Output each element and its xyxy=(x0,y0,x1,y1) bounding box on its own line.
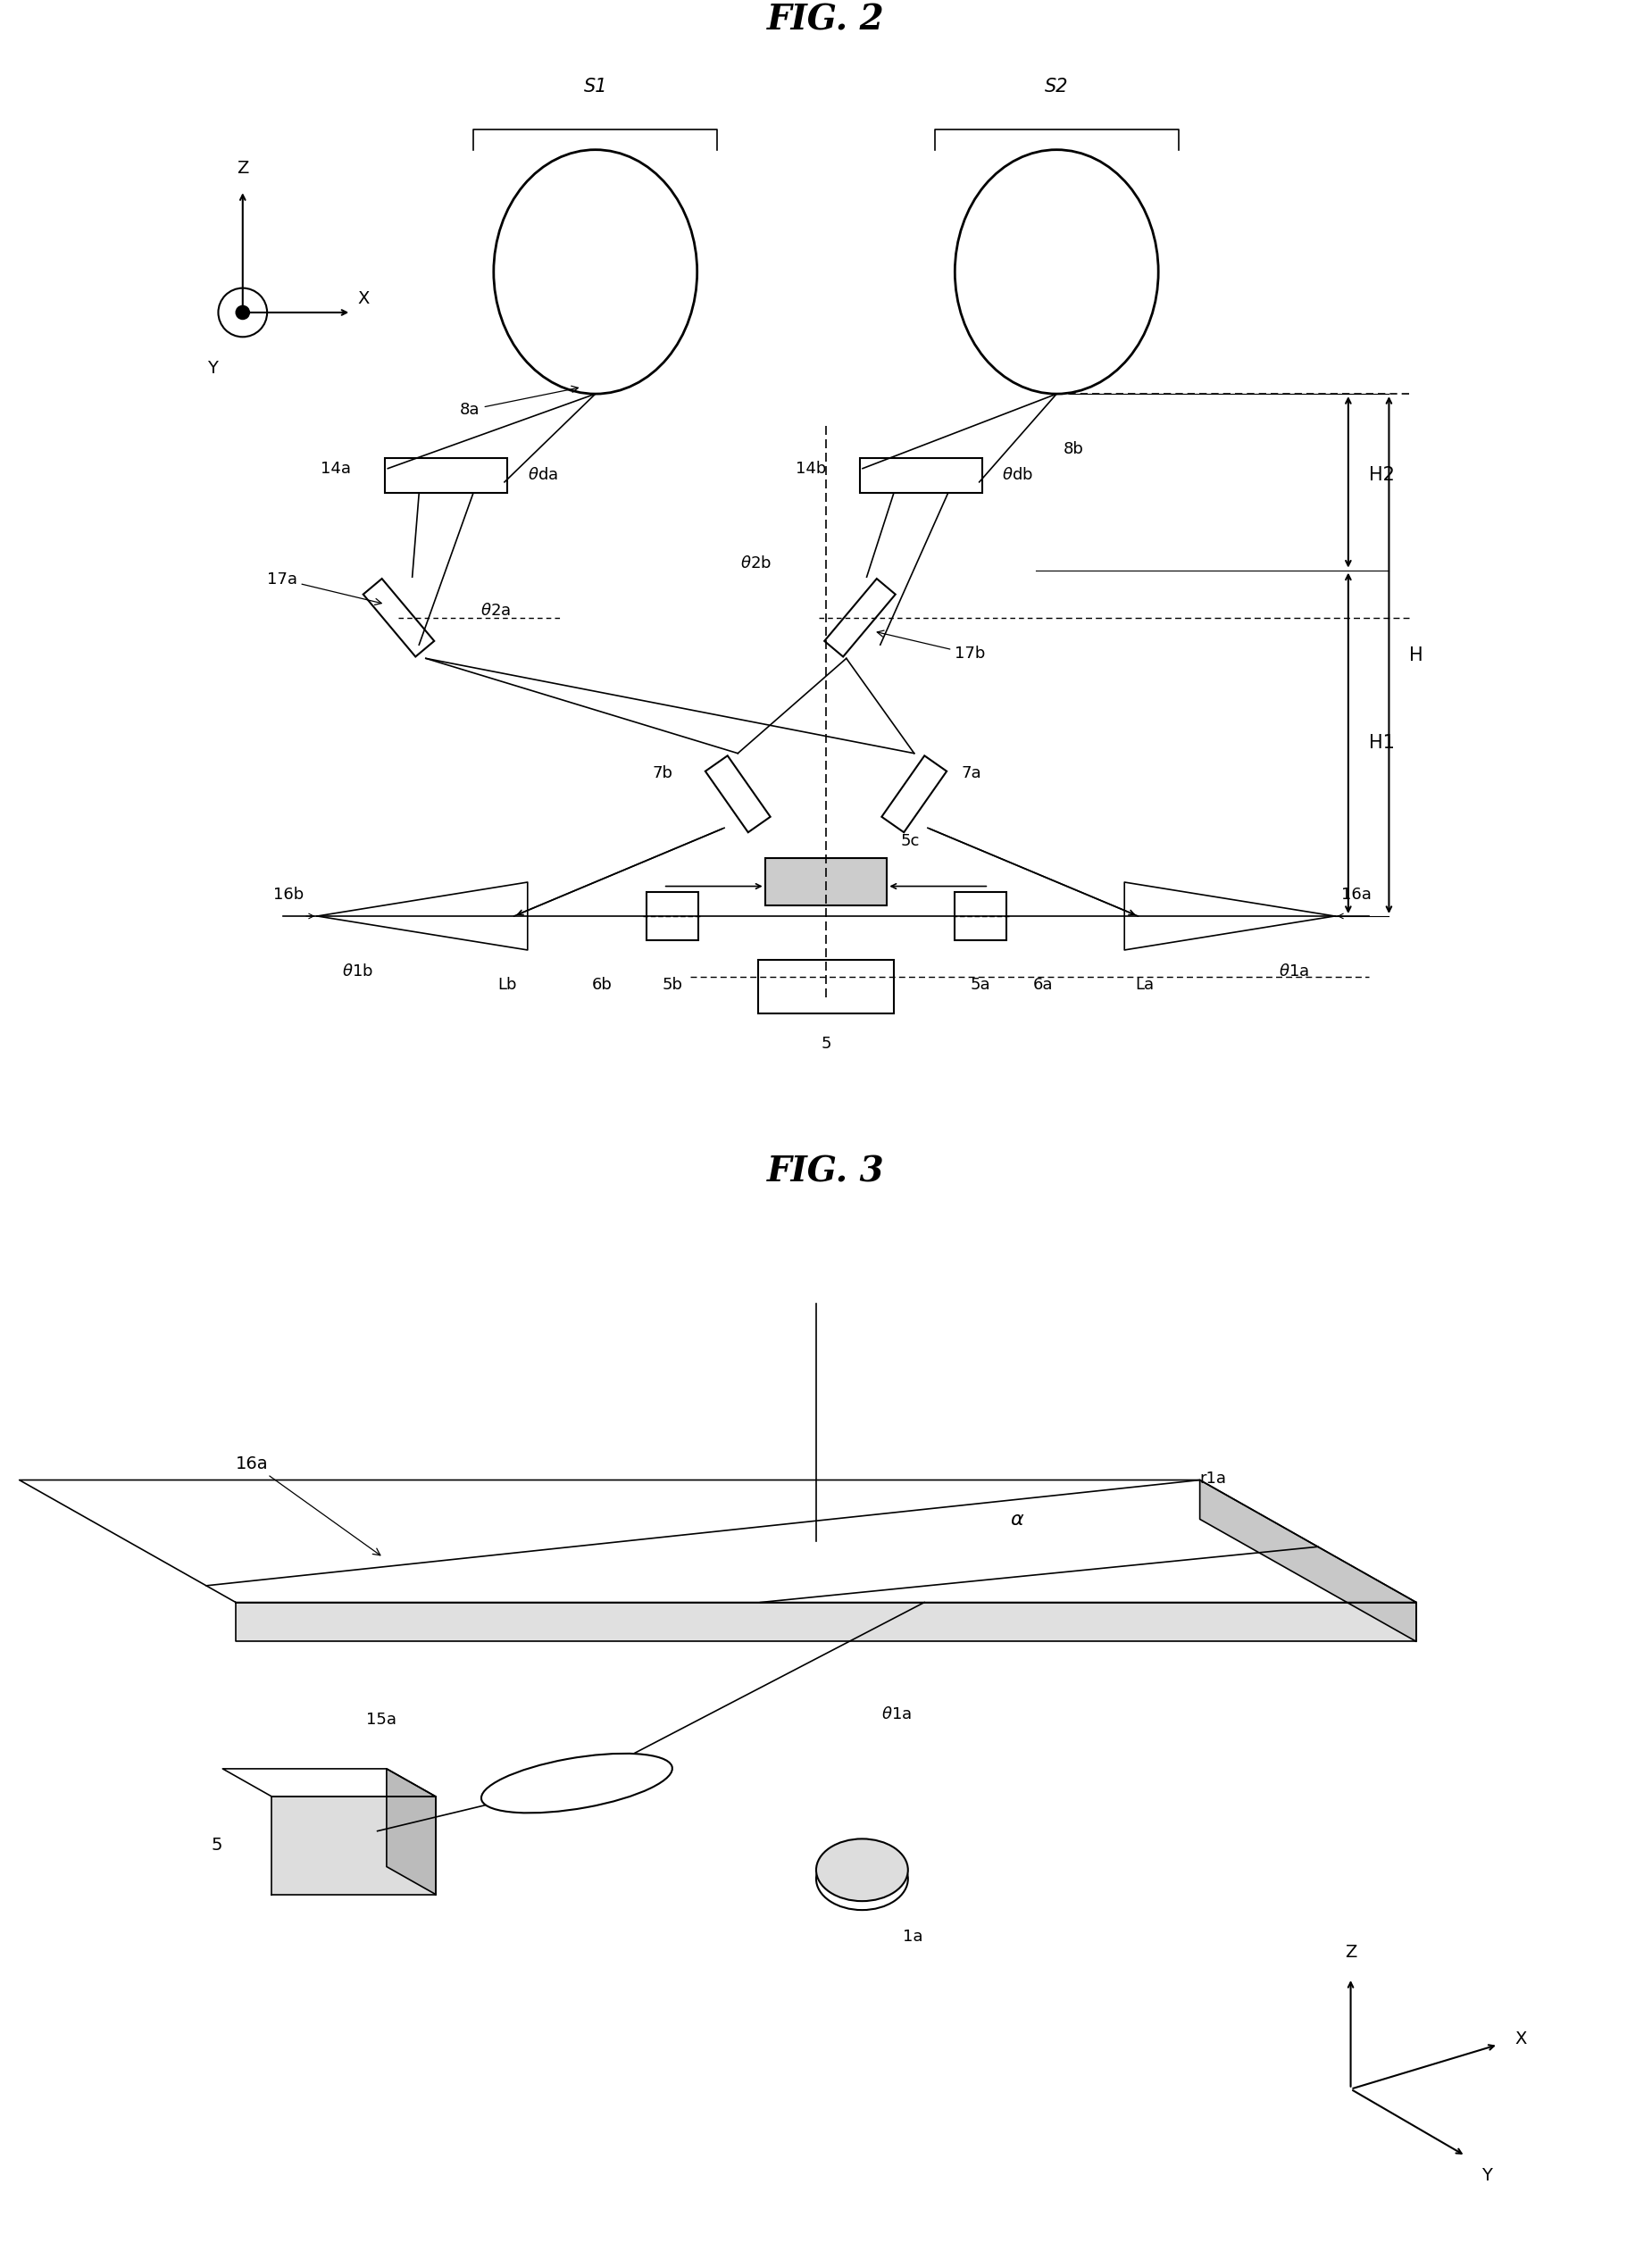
Text: Z: Z xyxy=(236,160,249,178)
Polygon shape xyxy=(882,756,947,833)
Text: $\theta$1b: $\theta$1b xyxy=(342,963,373,979)
Text: FIG. 2: FIG. 2 xyxy=(767,2,885,36)
Text: H: H xyxy=(1409,646,1424,664)
Text: 5: 5 xyxy=(821,1035,831,1051)
Text: $\theta$1a: $\theta$1a xyxy=(1279,963,1308,979)
Text: 14a: 14a xyxy=(320,461,352,477)
Bar xyxy=(861,457,981,493)
Ellipse shape xyxy=(481,1754,672,1812)
Text: 1a: 1a xyxy=(904,1929,923,1945)
Polygon shape xyxy=(387,1769,436,1895)
Text: Y: Y xyxy=(1482,2168,1492,2183)
Text: X: X xyxy=(1515,2030,1526,2048)
Text: $\alpha$: $\alpha$ xyxy=(1009,1510,1024,1528)
Text: 5: 5 xyxy=(211,1837,223,1855)
Text: 16a: 16a xyxy=(236,1454,380,1555)
Circle shape xyxy=(236,306,249,320)
Text: H2: H2 xyxy=(1368,466,1394,484)
Text: 17a: 17a xyxy=(266,572,382,606)
Polygon shape xyxy=(236,1603,1416,1641)
Circle shape xyxy=(816,1839,909,1902)
Text: $\theta$2a: $\theta$2a xyxy=(481,603,510,619)
Text: Y: Y xyxy=(208,360,218,376)
Text: 6b: 6b xyxy=(591,977,613,993)
Polygon shape xyxy=(705,756,770,833)
Text: S1: S1 xyxy=(583,77,608,95)
Text: 5c: 5c xyxy=(900,833,920,849)
Text: $\theta$2b: $\theta$2b xyxy=(740,556,771,572)
Text: 8b: 8b xyxy=(1064,441,1084,457)
Text: 16a: 16a xyxy=(1341,887,1371,903)
Text: X: X xyxy=(358,290,370,308)
Text: Lb: Lb xyxy=(497,977,517,993)
Polygon shape xyxy=(223,1769,436,1796)
Text: $\theta$da: $\theta$da xyxy=(527,468,558,484)
Text: 5a: 5a xyxy=(970,977,991,993)
Text: 8a: 8a xyxy=(459,385,578,419)
Text: La: La xyxy=(1135,977,1155,993)
FancyBboxPatch shape xyxy=(765,858,887,905)
Text: 7a: 7a xyxy=(961,765,981,781)
Text: 6a: 6a xyxy=(1032,977,1052,993)
Circle shape xyxy=(816,1848,909,1911)
Text: 16b: 16b xyxy=(273,887,304,903)
Bar xyxy=(955,891,1006,941)
Polygon shape xyxy=(363,579,434,657)
Bar xyxy=(648,891,699,941)
Polygon shape xyxy=(1199,1479,1416,1641)
Text: 17b: 17b xyxy=(877,630,986,662)
Polygon shape xyxy=(824,579,895,657)
Polygon shape xyxy=(1125,882,1335,950)
Text: FIG. 3: FIG. 3 xyxy=(767,1155,885,1189)
Text: 7b: 7b xyxy=(653,765,672,781)
Text: H1: H1 xyxy=(1368,734,1394,752)
Text: r1a: r1a xyxy=(1199,1470,1227,1488)
Bar xyxy=(385,457,507,493)
Text: Z: Z xyxy=(1345,1945,1356,1961)
Polygon shape xyxy=(273,1796,436,1895)
Text: $\theta$1a: $\theta$1a xyxy=(882,1706,912,1722)
Text: 5b: 5b xyxy=(662,977,682,993)
Text: 14b: 14b xyxy=(795,461,826,477)
Text: 15a: 15a xyxy=(367,1711,396,1727)
Bar xyxy=(758,959,894,1013)
Polygon shape xyxy=(20,1479,1416,1603)
Text: S2: S2 xyxy=(1044,77,1069,95)
Text: $\theta$db: $\theta$db xyxy=(1003,468,1034,484)
Polygon shape xyxy=(317,882,527,950)
